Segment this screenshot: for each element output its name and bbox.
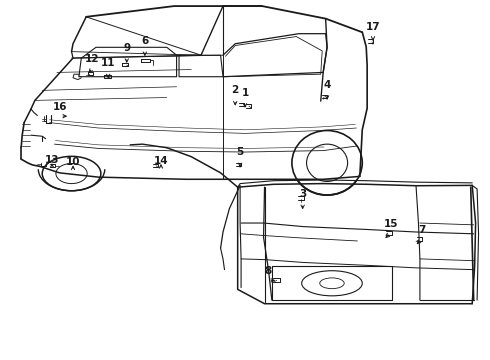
Text: 10: 10 (66, 157, 80, 167)
Text: 11: 11 (101, 58, 116, 68)
Text: 16: 16 (53, 102, 68, 112)
Text: 13: 13 (45, 155, 59, 165)
Text: 15: 15 (383, 219, 398, 229)
Text: 6: 6 (141, 36, 148, 46)
Text: 12: 12 (85, 54, 100, 64)
Text: 7: 7 (418, 225, 425, 235)
Text: 9: 9 (123, 43, 130, 53)
Text: 2: 2 (232, 85, 239, 95)
Text: 17: 17 (366, 22, 380, 32)
Text: 14: 14 (154, 156, 168, 166)
Text: 1: 1 (242, 87, 248, 98)
Text: 5: 5 (237, 147, 244, 157)
Text: 8: 8 (265, 266, 272, 276)
Text: 4: 4 (323, 80, 331, 90)
Text: 3: 3 (299, 189, 306, 199)
